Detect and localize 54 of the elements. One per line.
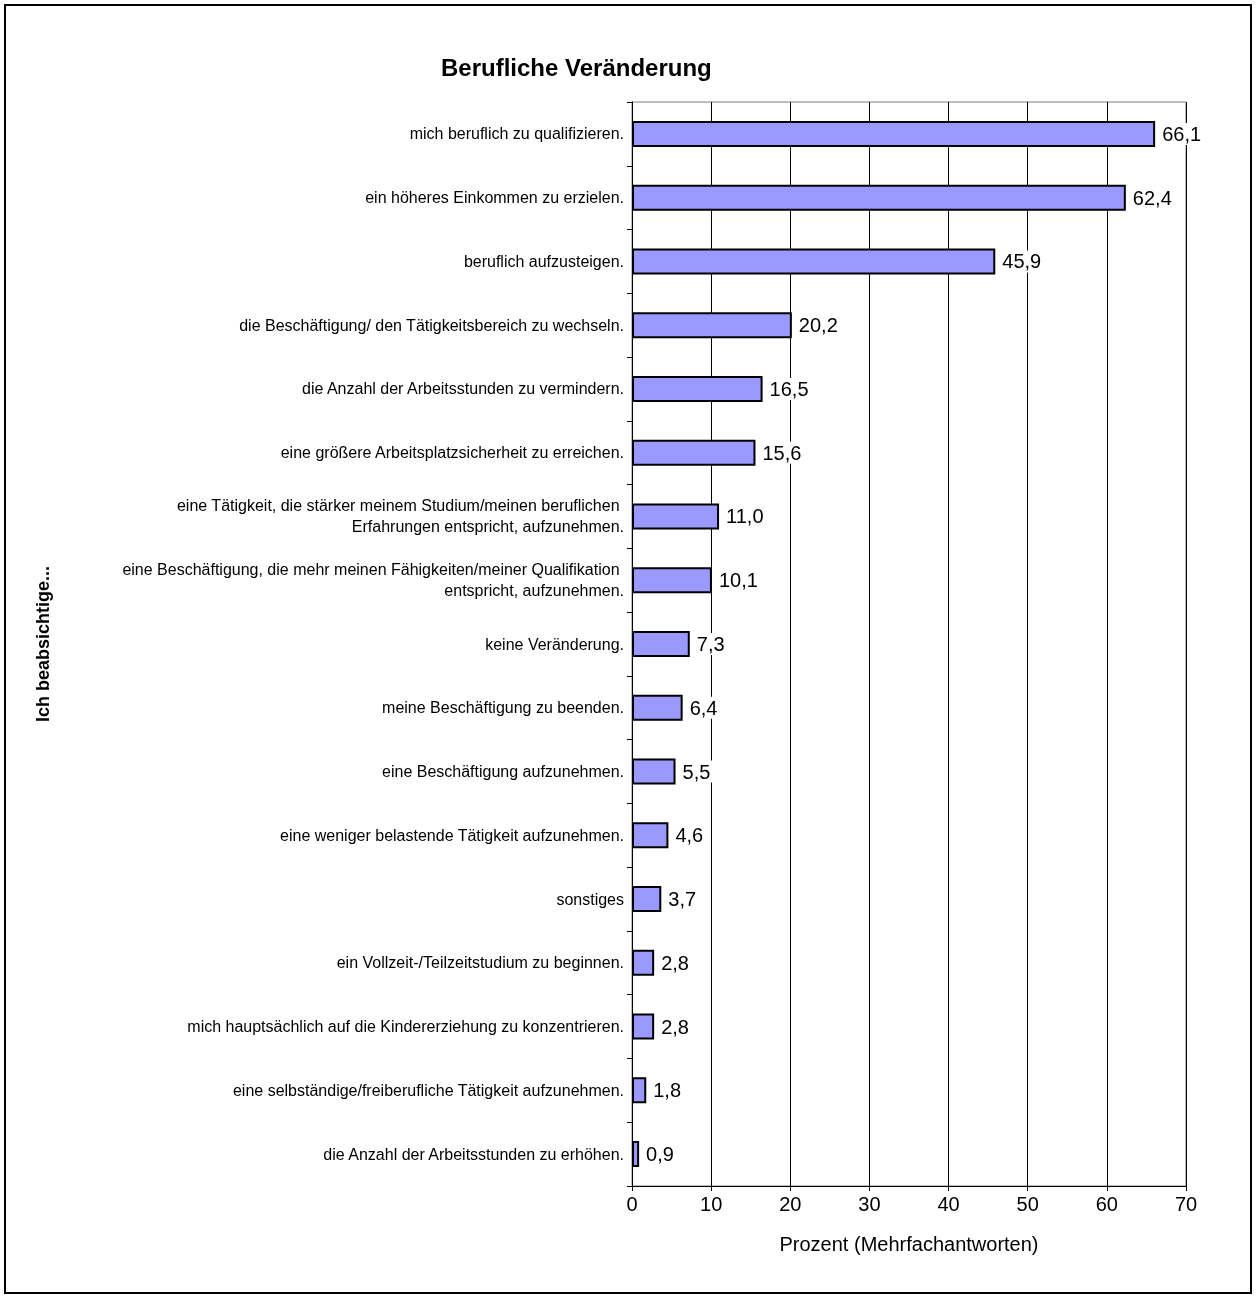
y-tick-label: beruflich aufzusteigen. xyxy=(463,252,624,270)
y-tick-label: keine Veränderung. xyxy=(485,635,624,653)
data-label: 2,8 xyxy=(661,951,689,974)
data-label: 45,9 xyxy=(1002,250,1042,273)
y-tick-label: ein Vollzeit-/Teilzeitstudium zu beginnen. xyxy=(336,954,624,972)
y-tick-label: die Beschäftigung/ den Tätigkeitsbereich zu wechseln. xyxy=(239,316,624,334)
data-label: 10,1 xyxy=(718,569,758,592)
data-label: 66,1 xyxy=(1162,122,1202,145)
bar xyxy=(632,822,669,849)
y-tick-label: sonstiges xyxy=(556,890,624,908)
y-tick-label: eine weniger belastende Tätigkeit aufzunehmen. xyxy=(280,826,624,844)
x-tick-label: 30 xyxy=(858,1193,881,1215)
x-tick-label: 50 xyxy=(1016,1193,1039,1215)
bar xyxy=(632,758,676,785)
bar xyxy=(632,631,690,657)
bar xyxy=(632,1013,655,1040)
x-tick-label: 10 xyxy=(700,1193,723,1215)
y-tick-label: die Anzahl der Arbeitsstunden zu vermindern. xyxy=(302,380,624,398)
y-tick-label: ein höheres Einkommen zu erzielen. xyxy=(365,189,624,207)
data-label: 4,6 xyxy=(675,824,704,847)
x-tick-label: 0 xyxy=(626,1193,638,1215)
y-tick-label: mich hauptsächlich auf die Kindererziehung zu konzentrieren. xyxy=(187,1018,624,1036)
data-label: 5,5 xyxy=(682,760,711,783)
y-tick-label: eine selbständige/freiberufliche Tätigkeit aufzunehmen. xyxy=(232,1081,624,1099)
data-label: 6,4 xyxy=(689,696,718,719)
data-label: 11,0 xyxy=(726,505,764,528)
data-label: 7,3 xyxy=(696,633,725,655)
data-label: 0,9 xyxy=(646,1143,674,1166)
data-label: 16,5 xyxy=(769,377,809,400)
data-label: 1,8 xyxy=(653,1079,682,1102)
y-tick-label: eine Tätigkeit, die stärker meinem Studium/meinen beruflichen Erfahrungen entspricht, aufzunehmen. xyxy=(176,497,624,536)
y-tick-label: eine größere Arbeitsplatzsicherheit zu erreichen. xyxy=(280,444,624,462)
bar xyxy=(632,1141,640,1168)
data-label: 20,2 xyxy=(798,314,838,337)
y-axis-title: Ich beabsichtige... xyxy=(33,565,53,723)
x-tick-label: 60 xyxy=(1095,1193,1118,1215)
bar xyxy=(632,1077,647,1104)
bar xyxy=(632,694,683,721)
y-tick-label: eine Beschäftigung, die mehr meinen Fähigkeiten/meiner Qualifikation entspricht, aufzunehmen. xyxy=(122,561,624,600)
data-label: 62,4 xyxy=(1132,186,1172,209)
y-tick-label: die Anzahl der Arbeitsstunden zu erhöhen. xyxy=(323,1145,624,1163)
y-tick-label: eine Beschäftigung aufzunehmen. xyxy=(382,763,624,781)
x-tick-label: 20 xyxy=(779,1193,802,1215)
data-label: 3,7 xyxy=(668,888,697,911)
y-tick-label: mich beruflich zu qualifizieren. xyxy=(409,125,624,143)
data-label: 15,6 xyxy=(762,441,802,464)
x-axis-title: Prozent (Mehrfachantworten) xyxy=(779,1233,1039,1255)
chart-title: Berufliche Veränderung xyxy=(441,53,712,81)
y-tick-label: meine Beschäftigung zu beenden. xyxy=(382,699,624,717)
bar xyxy=(632,949,655,976)
x-tick-label: 40 xyxy=(937,1193,960,1215)
bar xyxy=(632,886,662,913)
data-label: 2,8 xyxy=(661,1015,689,1038)
x-tick-label: 70 xyxy=(1174,1193,1198,1215)
